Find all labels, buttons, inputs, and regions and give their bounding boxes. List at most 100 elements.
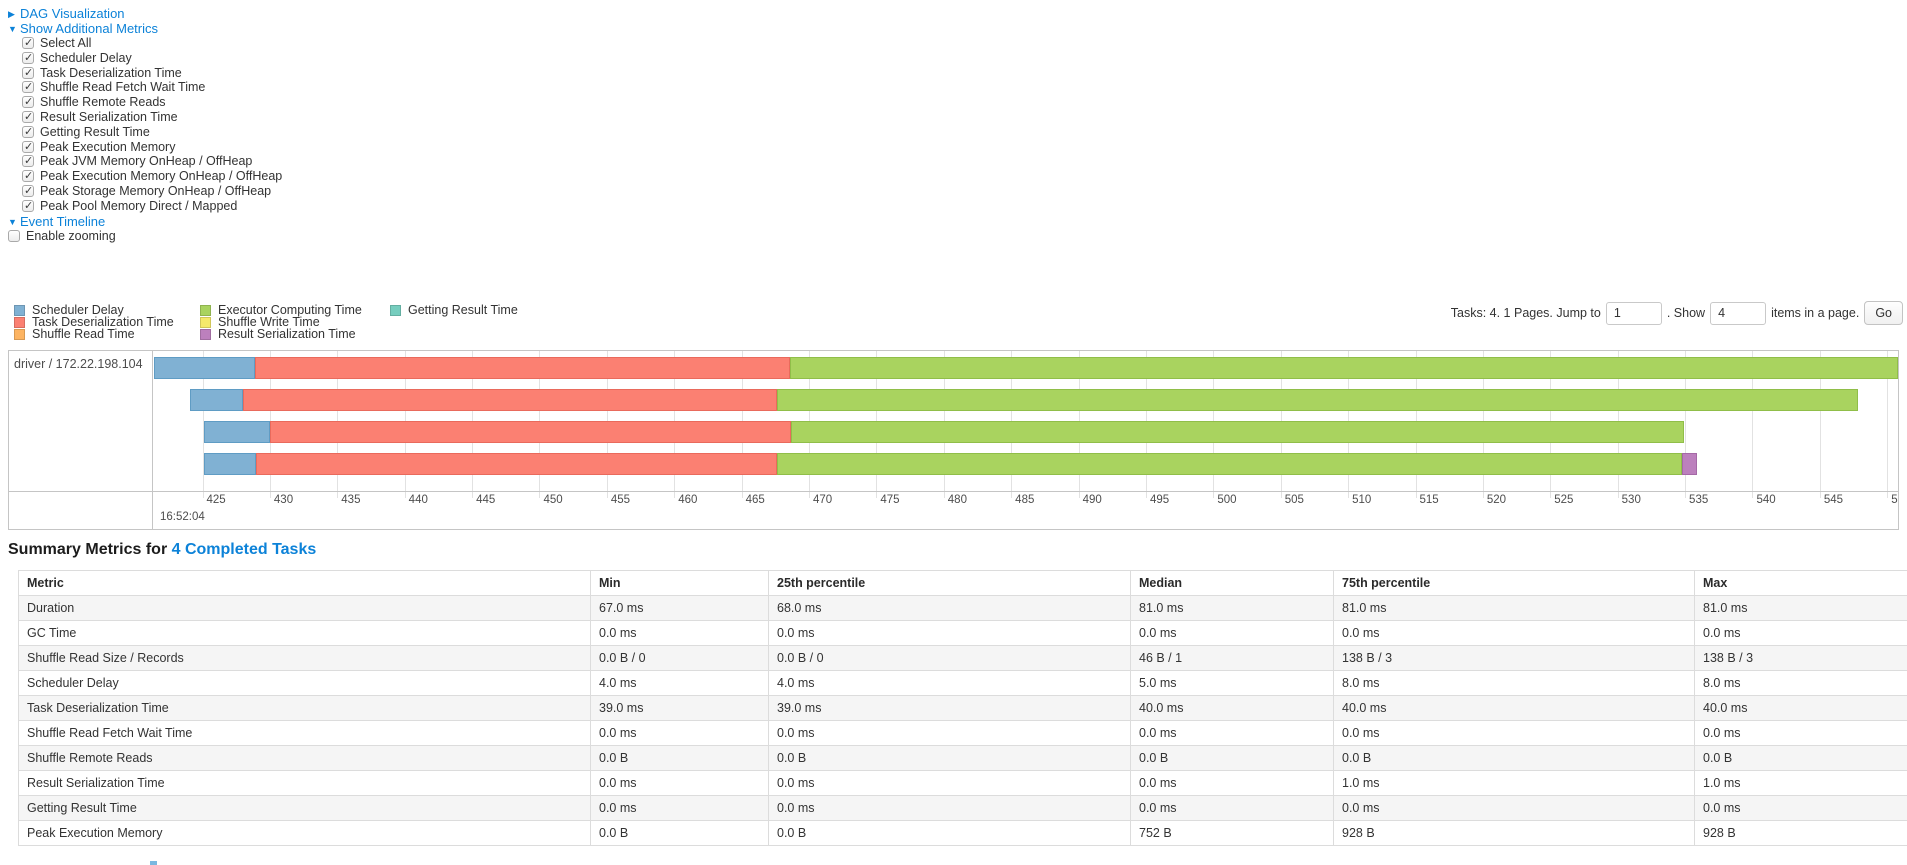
checkbox-label: Peak JVM Memory OnHeap / OffHeap — [40, 154, 253, 169]
metric-name-cell: Task Deserialization Time — [18, 695, 591, 721]
axis-tick-label: 480 — [947, 494, 967, 506]
legend-swatch — [200, 328, 211, 340]
checkbox-label: Select All — [40, 36, 92, 50]
timeline-group-column: driver / 172.22.198.104 — [9, 351, 153, 529]
show-additional-metrics-link[interactable]: Show Additional Metrics — [20, 21, 159, 36]
checkbox[interactable] — [22, 66, 34, 79]
axis-tick-label: 550 — [1891, 494, 1898, 506]
metric-value-cell: 1.0 ms — [1333, 770, 1695, 796]
checkbox[interactable] — [22, 169, 34, 183]
metric-checkbox-item[interactable]: Shuffle Read Fetch Wait Time — [22, 80, 205, 94]
task-bar-scheduler-delay[interactable] — [203, 421, 270, 443]
section-event-timeline[interactable]: ▼ Event Timeline — [8, 214, 105, 229]
checkbox[interactable] — [22, 110, 34, 123]
metric-value-cell: 0.0 B — [590, 745, 769, 771]
task-bar-result-serialization[interactable] — [1682, 453, 1698, 475]
enable-zooming-option[interactable]: Enable zooming — [8, 229, 116, 243]
completed-tasks-link[interactable]: 4 Completed Tasks — [171, 541, 317, 558]
task-bar-executor-computing[interactable] — [776, 389, 1858, 411]
axis-tick-label: 455 — [610, 494, 631, 506]
task-bar-task-deserialization[interactable] — [269, 421, 792, 443]
checkbox[interactable] — [22, 199, 34, 212]
gridline — [1819, 351, 1821, 498]
metric-checkbox-item[interactable]: Scheduler Delay — [22, 51, 132, 65]
checkbox[interactable] — [22, 125, 34, 138]
metric-checkbox-item[interactable]: Select All — [22, 36, 91, 50]
task-bar-task-deserialization[interactable] — [255, 357, 791, 379]
checkbox[interactable] — [22, 36, 34, 49]
task-bar-executor-computing[interactable] — [776, 453, 1683, 475]
summary-metrics-table: Metric Min 25th percentile Median 75th perce… — [18, 570, 1907, 846]
metric-value-cell: 0.0 ms — [1694, 720, 1907, 746]
task-bar-task-deserialization[interactable] — [256, 453, 777, 475]
metric-value-cell: 0.0 B — [590, 820, 769, 846]
section-show-additional-metrics[interactable]: ▼ Show Additional Metrics — [8, 21, 158, 36]
metric-value-cell: 0.0 ms — [590, 720, 769, 746]
metric-value-cell: 0.0 B / 0 — [590, 645, 769, 671]
metric-checkbox-item[interactable]: Peak Storage Memory OnHeap / OffHeap — [22, 184, 271, 198]
dag-visualization-link[interactable]: DAG Visualization — [20, 6, 125, 21]
metric-value-cell: 0.0 ms — [1333, 620, 1695, 646]
table-row: Duration 67.0 ms 68.0 ms 81.0 ms 81.0 ms 81.0… — [18, 595, 1907, 621]
metric-checkbox-item[interactable]: Task Deserialization Time — [22, 66, 182, 80]
task-bar-scheduler-delay[interactable] — [190, 389, 243, 411]
metric-name-cell: Shuffle Remote Reads — [18, 745, 591, 771]
items-per-page-input[interactable] — [1710, 301, 1767, 325]
table-row: Getting Result Time 0.0 ms 0.0 ms 0.0 ms 0.0… — [18, 795, 1907, 821]
task-bar-task-deserialization[interactable] — [242, 389, 777, 411]
metric-value-cell: 1.0 ms — [1694, 770, 1907, 796]
checkbox[interactable] — [22, 95, 34, 109]
legend-label: Result Serialization Time — [218, 327, 356, 341]
legend-item: Shuffle Read Time — [14, 327, 135, 341]
checkbox-label: Shuffle Read Fetch Wait Time — [40, 80, 206, 95]
checkbox[interactable] — [22, 80, 34, 94]
column-header: Metric — [18, 570, 591, 596]
metric-name-cell: Result Serialization Time — [18, 770, 591, 796]
metric-checkbox-item[interactable]: Result Serialization Time — [22, 110, 178, 124]
checkbox[interactable] — [22, 140, 34, 153]
task-bar-executor-computing[interactable] — [790, 357, 1898, 379]
metric-value-cell: 8.0 ms — [1333, 670, 1695, 696]
metric-value-cell: 4.0 ms — [590, 670, 769, 696]
legend-item: Executor Computing Time — [200, 303, 362, 317]
task-bar-scheduler-delay[interactable] — [203, 453, 257, 475]
metric-checkbox-item[interactable]: Peak JVM Memory OnHeap / OffHeap — [22, 154, 252, 168]
metric-value-cell: 138 B / 3 — [1333, 645, 1695, 671]
table-header-row: Metric Min 25th percentile Median 75th perce… — [18, 570, 1907, 596]
checkbox[interactable] — [22, 184, 34, 197]
metric-value-cell: 39.0 ms — [768, 695, 1131, 721]
metric-value-cell: 0.0 ms — [768, 620, 1131, 646]
task-bar-executor-computing[interactable] — [791, 421, 1684, 443]
checkbox[interactable] — [22, 51, 34, 64]
gridline — [1887, 351, 1889, 498]
checkbox-label: Scheduler Delay — [40, 50, 132, 65]
table-row: GC Time 0.0 ms 0.0 ms 0.0 ms 0.0 ms 0.0 ms — [18, 620, 1907, 646]
metric-checkbox-item[interactable]: Peak Execution Memory — [22, 140, 175, 154]
metric-checkbox-item[interactable]: Getting Result Time — [22, 125, 150, 139]
metric-value-cell: 0.0 B — [768, 820, 1131, 846]
metric-value-cell: 0.0 ms — [1130, 720, 1334, 746]
timeline-plot-area — [154, 351, 1898, 529]
legend-label: Executor Computing Time — [218, 303, 362, 317]
gridline — [202, 351, 204, 498]
enable-zooming-checkbox[interactable] — [8, 230, 20, 242]
table-row: Scheduler Delay 4.0 ms 4.0 ms 5.0 ms 8.0 ms 8… — [18, 670, 1907, 696]
metric-checkbox-item[interactable]: Peak Execution Memory OnHeap / OffHeap — [22, 169, 282, 183]
jump-to-page-input[interactable] — [1605, 301, 1662, 325]
axis-tick-label: 520 — [1486, 494, 1507, 506]
axis-tick-label: 445 — [476, 494, 496, 506]
metric-checkbox-item[interactable]: Shuffle Remote Reads — [22, 95, 166, 109]
event-timeline-link[interactable]: Event Timeline — [20, 214, 106, 229]
metric-name-cell: Shuffle Read Size / Records — [18, 645, 591, 671]
metric-value-cell: 0.0 B / 0 — [768, 645, 1131, 671]
metric-checkbox-item[interactable]: Peak Pool Memory Direct / Mapped — [22, 199, 237, 213]
go-button[interactable]: Go — [1864, 301, 1903, 325]
legend-label: Scheduler Delay — [32, 303, 124, 317]
metric-value-cell: 67.0 ms — [590, 595, 769, 621]
task-bar-scheduler-delay[interactable] — [154, 357, 256, 379]
section-dag-visualization[interactable]: ▶ DAG Visualization — [8, 6, 125, 21]
checkbox[interactable] — [22, 154, 34, 168]
checkbox-label: Peak Execution Memory — [40, 139, 176, 154]
axis-tick-label: 475 — [880, 494, 900, 506]
